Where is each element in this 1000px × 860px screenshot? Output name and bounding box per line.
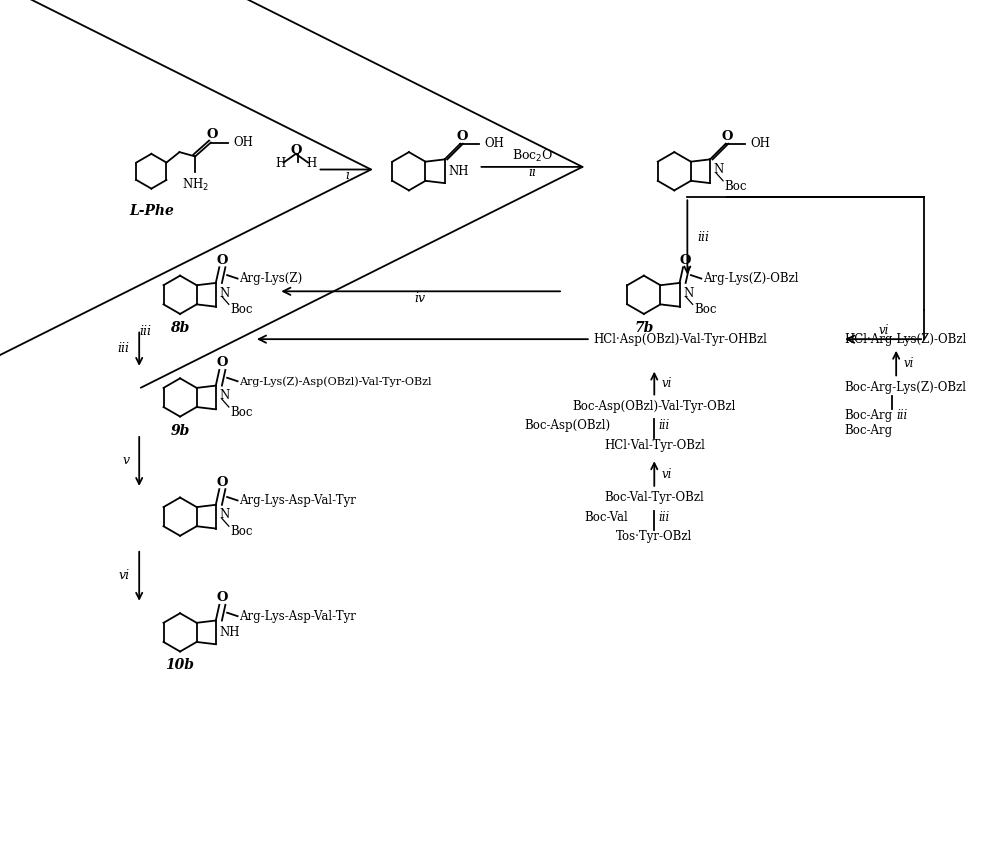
Text: iv: iv [415, 292, 426, 304]
Text: NH: NH [448, 165, 469, 178]
Text: Boc: Boc [231, 303, 253, 316]
Text: Boc$_2$O: Boc$_2$O [512, 148, 553, 163]
Text: Arg-Lys(Z)-OBzl: Arg-Lys(Z)-OBzl [703, 272, 799, 285]
Text: Tos·Tyr-OBzl: Tos·Tyr-OBzl [616, 530, 692, 544]
Text: ii: ii [528, 167, 536, 180]
Text: Boc: Boc [694, 303, 717, 316]
Text: v: v [122, 454, 130, 468]
Text: O: O [456, 130, 468, 144]
Text: Boc: Boc [725, 180, 747, 193]
Text: vi: vi [903, 357, 914, 370]
Text: iii: iii [139, 325, 151, 338]
Text: NH$_2$: NH$_2$ [182, 177, 209, 194]
Text: HCl·Val-Tyr-OBzl: HCl·Val-Tyr-OBzl [604, 439, 705, 452]
Text: H: H [275, 157, 285, 170]
Text: Arg-Lys(Z): Arg-Lys(Z) [239, 272, 303, 285]
Text: O: O [216, 592, 228, 605]
Text: N: N [219, 508, 230, 521]
Text: OH: OH [233, 136, 253, 149]
Text: Boc: Boc [231, 525, 253, 538]
Text: vi: vi [118, 569, 130, 582]
Text: H: H [306, 157, 317, 170]
Text: Boc-Arg-Lys(Z)-OBzl: Boc-Arg-Lys(Z)-OBzl [844, 380, 966, 394]
Text: Boc-Arg: Boc-Arg [844, 424, 892, 437]
Text: Boc-Asp(OBzl): Boc-Asp(OBzl) [525, 419, 611, 432]
Text: O: O [680, 254, 691, 267]
Text: i: i [345, 169, 349, 182]
Text: O: O [216, 476, 228, 488]
Text: Boc-Arg: Boc-Arg [844, 409, 892, 422]
Text: iii: iii [659, 511, 670, 524]
Text: O: O [207, 128, 218, 141]
Text: N: N [219, 390, 230, 402]
Text: OH: OH [750, 138, 770, 150]
Text: 7b: 7b [634, 321, 654, 335]
Text: HCl·Arg-Lys(Z)-OBzl: HCl·Arg-Lys(Z)-OBzl [844, 333, 966, 346]
Text: iii: iii [896, 409, 907, 422]
Text: Boc-Val-Tyr-OBzl: Boc-Val-Tyr-OBzl [604, 491, 704, 504]
Text: O: O [216, 254, 228, 267]
Text: NH: NH [219, 626, 240, 639]
Text: Boc-Asp(OBzl)-Val-Tyr-OBzl: Boc-Asp(OBzl)-Val-Tyr-OBzl [573, 400, 736, 413]
Text: Boc: Boc [231, 406, 253, 419]
Text: O: O [290, 144, 302, 157]
Text: HCl·Asp(OBzl)-Val-Tyr-OHBzl: HCl·Asp(OBzl)-Val-Tyr-OHBzl [593, 333, 767, 346]
Text: N: N [219, 286, 230, 299]
Text: 8b: 8b [170, 321, 190, 335]
Text: iii: iii [659, 419, 670, 432]
Text: Boc-Val: Boc-Val [584, 511, 628, 524]
Text: N: N [683, 286, 693, 299]
Text: vi: vi [661, 468, 672, 481]
Text: O: O [216, 357, 228, 370]
Text: vi: vi [661, 377, 672, 390]
Text: iii: iii [118, 342, 130, 355]
Text: iii: iii [698, 230, 710, 244]
Text: L-Phe: L-Phe [129, 205, 174, 218]
Text: Arg-Lys-Asp-Val-Tyr: Arg-Lys-Asp-Val-Tyr [239, 494, 356, 507]
Text: 9b: 9b [170, 423, 190, 438]
Text: O: O [722, 130, 733, 144]
Text: OH: OH [485, 138, 505, 150]
Text: Arg-Lys(Z)-Asp(OBzl)-Val-Tyr-OBzl: Arg-Lys(Z)-Asp(OBzl)-Val-Tyr-OBzl [239, 376, 432, 386]
Text: N: N [713, 163, 724, 176]
Text: 10b: 10b [166, 659, 195, 673]
Text: vi: vi [879, 324, 889, 337]
Text: Arg-Lys-Asp-Val-Tyr: Arg-Lys-Asp-Val-Tyr [239, 610, 356, 623]
